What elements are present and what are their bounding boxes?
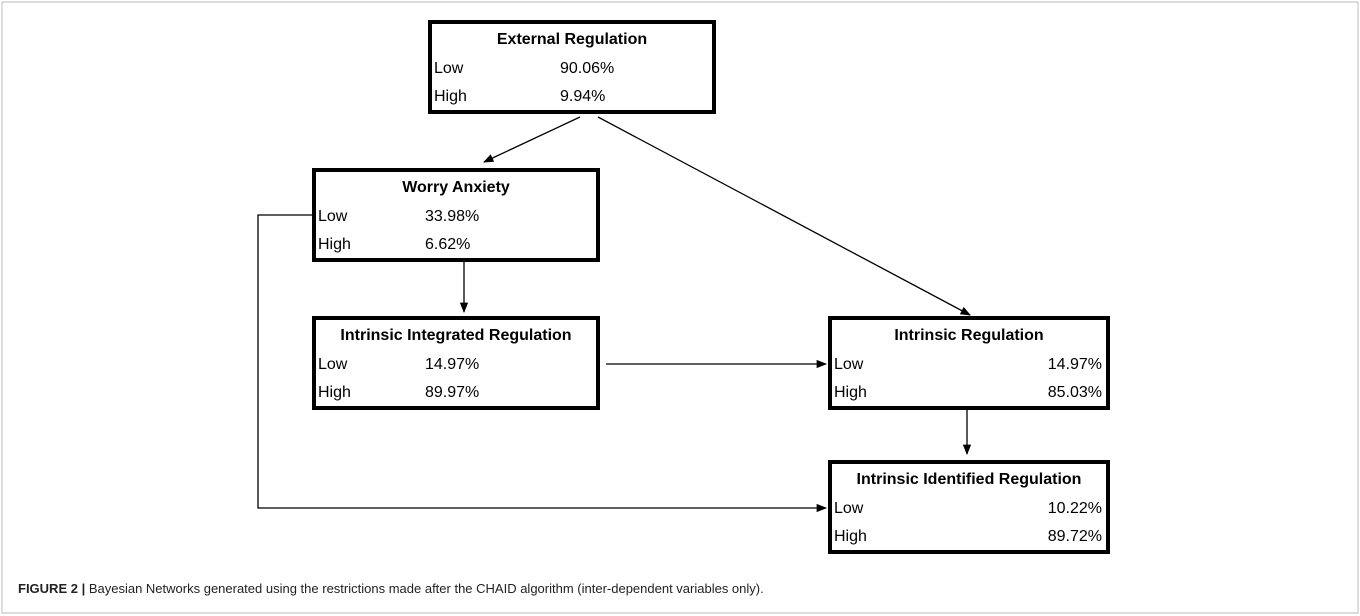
row-value: 6.62% <box>425 236 470 253</box>
row-value: 14.97% <box>1048 356 1102 373</box>
edge <box>597 116 971 316</box>
row-label: Low <box>434 60 464 77</box>
row-value: 90.06% <box>560 60 614 77</box>
row-label: Low <box>834 356 864 373</box>
node-box <box>312 316 600 410</box>
node-box <box>312 168 600 262</box>
node-title: External Regulation <box>497 31 647 48</box>
row-value: 10.22% <box>1048 500 1102 517</box>
caption-label: FIGURE 2 | <box>18 581 85 596</box>
row-label: Low <box>318 208 348 225</box>
node-box <box>828 460 1110 554</box>
node-title: Intrinsic Integrated Regulation <box>340 327 571 344</box>
row-value: 33.98% <box>425 208 479 225</box>
node-title: Intrinsic Identified Regulation <box>857 471 1082 488</box>
row-value: 89.72% <box>1048 528 1102 545</box>
node-title: Intrinsic Regulation <box>894 327 1043 344</box>
row-label: High <box>834 384 867 401</box>
row-value: 14.97% <box>425 356 479 373</box>
row-label: High <box>434 88 467 105</box>
node-box <box>828 316 1110 410</box>
row-label: High <box>318 236 351 253</box>
node-box <box>428 20 716 114</box>
row-value: 89.97% <box>425 384 479 401</box>
row-label: High <box>318 384 351 401</box>
row-label: Low <box>318 356 348 373</box>
row-label: Low <box>834 500 864 517</box>
row-label: High <box>834 528 867 545</box>
edge <box>257 214 828 513</box>
caption: FIGURE 2 | Bayesian Networks generated u… <box>18 581 764 596</box>
edge <box>483 116 581 163</box>
node-title: Worry Anxiety <box>402 179 510 196</box>
row-value: 9.94% <box>560 88 605 105</box>
row-value: 85.03% <box>1048 384 1102 401</box>
caption-text: Bayesian Networks generated using the re… <box>89 581 764 596</box>
